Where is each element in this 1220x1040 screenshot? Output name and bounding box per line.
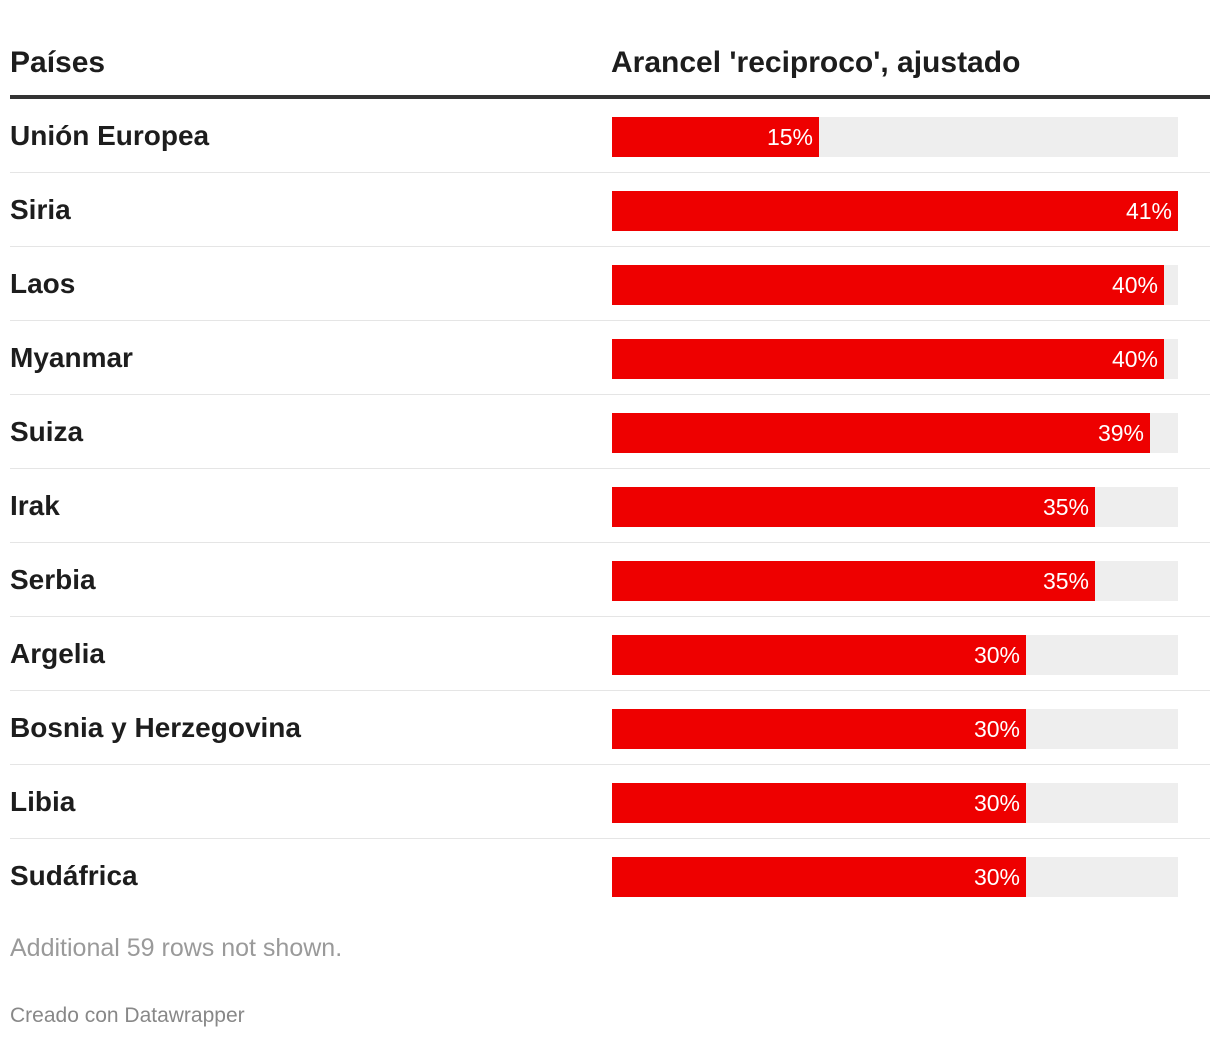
bar-track: 30% xyxy=(612,709,1178,749)
bar-value-label: 30% xyxy=(973,864,1020,890)
rows-not-shown-note: Additional 59 rows not shown. xyxy=(10,934,343,962)
bar-value-label: 30% xyxy=(973,642,1020,668)
bar: 30% xyxy=(612,635,1026,675)
bar-value-label: 35% xyxy=(1042,568,1089,594)
table-header: Países Arancel 'reciproco', ajustado xyxy=(10,0,1210,99)
country-name: Myanmar xyxy=(10,342,133,373)
country-name: Sudáfrica xyxy=(10,860,138,891)
bar-value-label: 30% xyxy=(973,790,1020,816)
bar-track: 30% xyxy=(612,857,1178,897)
table-row: Argelia 30% xyxy=(10,617,1210,691)
bar-track: 40% xyxy=(612,265,1178,305)
country-name: Bosnia y Herzegovina xyxy=(10,712,301,743)
bar-track: 39% xyxy=(612,413,1178,453)
bar: 40% xyxy=(612,265,1164,305)
bar-value-label: 39% xyxy=(1097,420,1144,446)
table-row: Suiza 39% xyxy=(10,395,1210,469)
bar-track: 41% xyxy=(612,191,1178,231)
table-row: Unión Europea 15% xyxy=(10,99,1210,173)
country-name: Unión Europea xyxy=(10,120,210,151)
header-countries[interactable]: Países xyxy=(10,46,106,79)
bar-value-label: 15% xyxy=(766,124,813,150)
country-name: Libia xyxy=(10,786,76,817)
country-name: Laos xyxy=(10,268,76,299)
table-row: Serbia 35% xyxy=(10,543,1210,617)
bar: 35% xyxy=(612,487,1095,527)
bar-value-label: 30% xyxy=(973,716,1020,742)
bar: 30% xyxy=(612,857,1026,897)
bar: 35% xyxy=(612,561,1095,601)
bar: 15% xyxy=(612,117,819,157)
bar: 30% xyxy=(612,783,1026,823)
table-body: Unión Europea 15% Siria 41% Laos 40% Myanmar 40… xyxy=(10,99,1210,913)
country-name: Argelia xyxy=(10,638,105,669)
bar-track: 30% xyxy=(612,635,1178,675)
table-row: Laos 40% xyxy=(10,247,1210,321)
header-tariff[interactable]: Arancel 'reciproco', ajustado xyxy=(611,46,1021,79)
bar-track: 40% xyxy=(612,339,1178,379)
country-name: Irak xyxy=(10,490,60,521)
datawrapper-credit[interactable]: Creado con Datawrapper xyxy=(10,1004,245,1027)
bar: 30% xyxy=(612,709,1026,749)
bar-track: 35% xyxy=(612,487,1178,527)
bar-value-label: 41% xyxy=(1125,198,1172,224)
table-row: Libia 30% xyxy=(10,765,1210,839)
table-row: Bosnia y Herzegovina 30% xyxy=(10,691,1210,765)
bar: 41% xyxy=(612,191,1178,231)
tariff-table: Países Arancel 'reciproco', ajustado Uni… xyxy=(10,0,1210,913)
bar-value-label: 40% xyxy=(1111,346,1158,372)
bar: 39% xyxy=(612,413,1150,453)
table-row: Sudáfrica 30% xyxy=(10,839,1210,913)
country-name: Siria xyxy=(10,194,71,225)
bar-track: 15% xyxy=(612,117,1178,157)
bar-value-label: 35% xyxy=(1042,494,1089,520)
table-row: Irak 35% xyxy=(10,469,1210,543)
bar-value-label: 40% xyxy=(1111,272,1158,298)
country-name: Serbia xyxy=(10,564,96,595)
bar-track: 35% xyxy=(612,561,1178,601)
table-row: Myanmar 40% xyxy=(10,321,1210,395)
country-name: Suiza xyxy=(10,416,84,447)
bar-track: 30% xyxy=(612,783,1178,823)
table-row: Siria 41% xyxy=(10,173,1210,247)
bar: 40% xyxy=(612,339,1164,379)
